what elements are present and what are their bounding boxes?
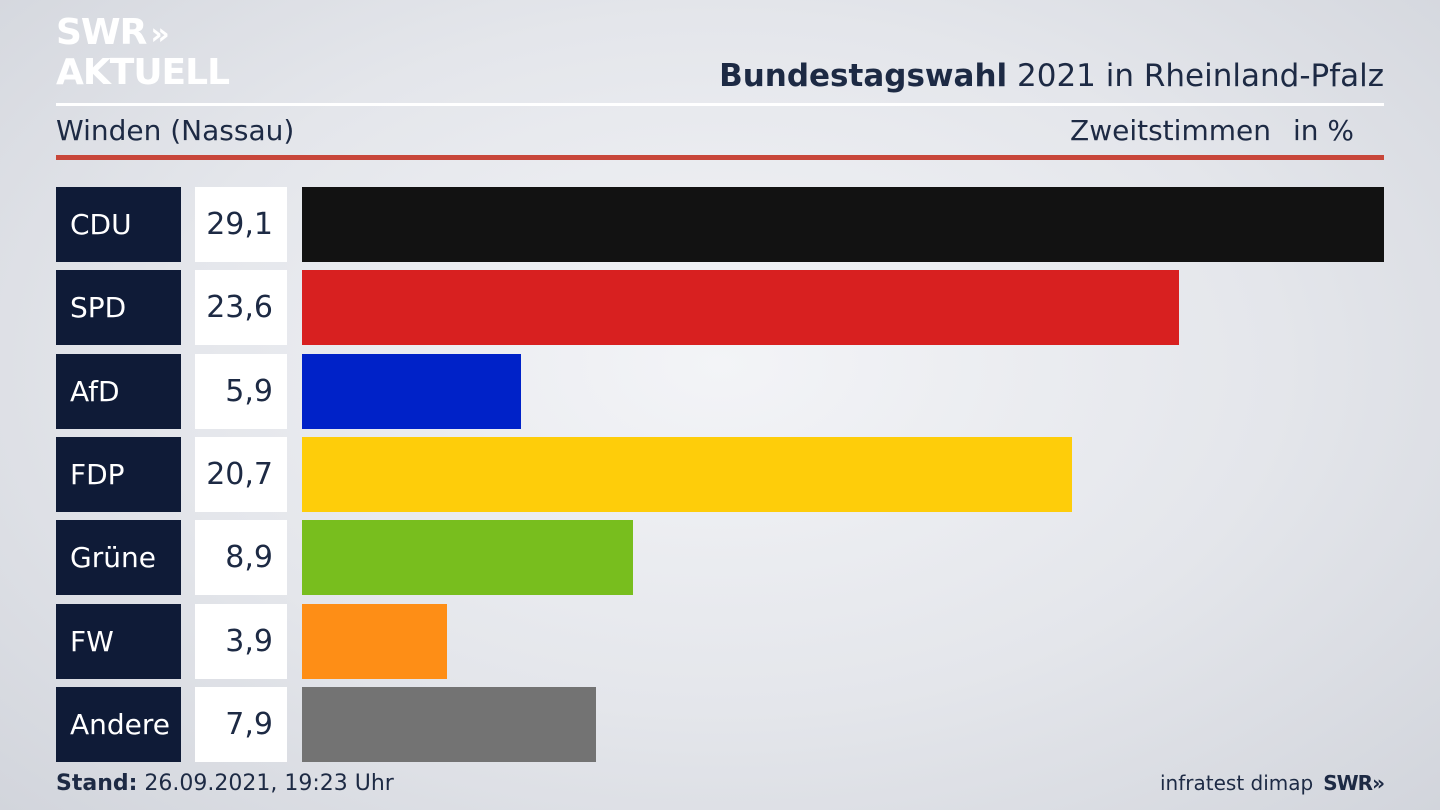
party-label: SPD [56, 270, 181, 346]
timestamp-value: 26.09.2021, 19:23 Uhr [137, 771, 394, 796]
value-label: 20,7 [195, 436, 287, 512]
party-label: Grüne [56, 520, 181, 596]
page-title: Bundestagswahl 2021 in Rheinland-Pfalz [719, 58, 1384, 94]
footer-chevron-icon: » [1372, 771, 1385, 795]
page-title-rest: 2021 in Rheinland-Pfalz [1007, 58, 1384, 94]
party-label: AfD [56, 353, 181, 429]
swr-aktuell-logo: SWR» AKTUELL [56, 15, 230, 93]
bar [302, 603, 447, 679]
party-label: CDU [56, 187, 181, 262]
value-label: 5,9 [195, 353, 287, 429]
page-title-bold: Bundestagswahl [719, 58, 1008, 94]
bar [302, 436, 1072, 512]
measure-name: Zweitstimmen [1070, 114, 1271, 147]
timestamp-label: Stand: [56, 771, 138, 796]
accent-divider [56, 155, 1384, 160]
party-label: FDP [56, 436, 181, 512]
logo-line2: AKTUELL [56, 52, 230, 93]
value-label: 3,9 [195, 603, 287, 679]
region-subtitle: Winden (Nassau) [56, 114, 295, 147]
value-label: 29,1 [195, 187, 287, 262]
timestamp: Stand: 26.09.2021, 19:23 Uhr [56, 771, 394, 796]
bar [302, 686, 596, 762]
value-label: 7,9 [195, 686, 287, 762]
header-divider [56, 103, 1384, 106]
measure-label: Zweitstimmen in % [1070, 114, 1354, 147]
logo-line1: SWR [56, 12, 147, 53]
footer-brand-text: SWR [1323, 771, 1373, 795]
bar [302, 353, 521, 429]
source-credit: infratest dimap SWR» [1160, 771, 1385, 795]
value-label: 8,9 [195, 520, 287, 596]
party-label: FW [56, 603, 181, 679]
measure-unit: in % [1292, 114, 1354, 147]
logo-chevron-icon: » [150, 17, 170, 52]
party-label: Andere [56, 686, 181, 762]
value-label: 23,6 [195, 270, 287, 346]
bar [302, 520, 633, 596]
bar [302, 270, 1179, 346]
bar [302, 187, 1384, 262]
footer-brand: SWR» [1323, 771, 1385, 795]
source-name: infratest dimap [1160, 771, 1314, 795]
